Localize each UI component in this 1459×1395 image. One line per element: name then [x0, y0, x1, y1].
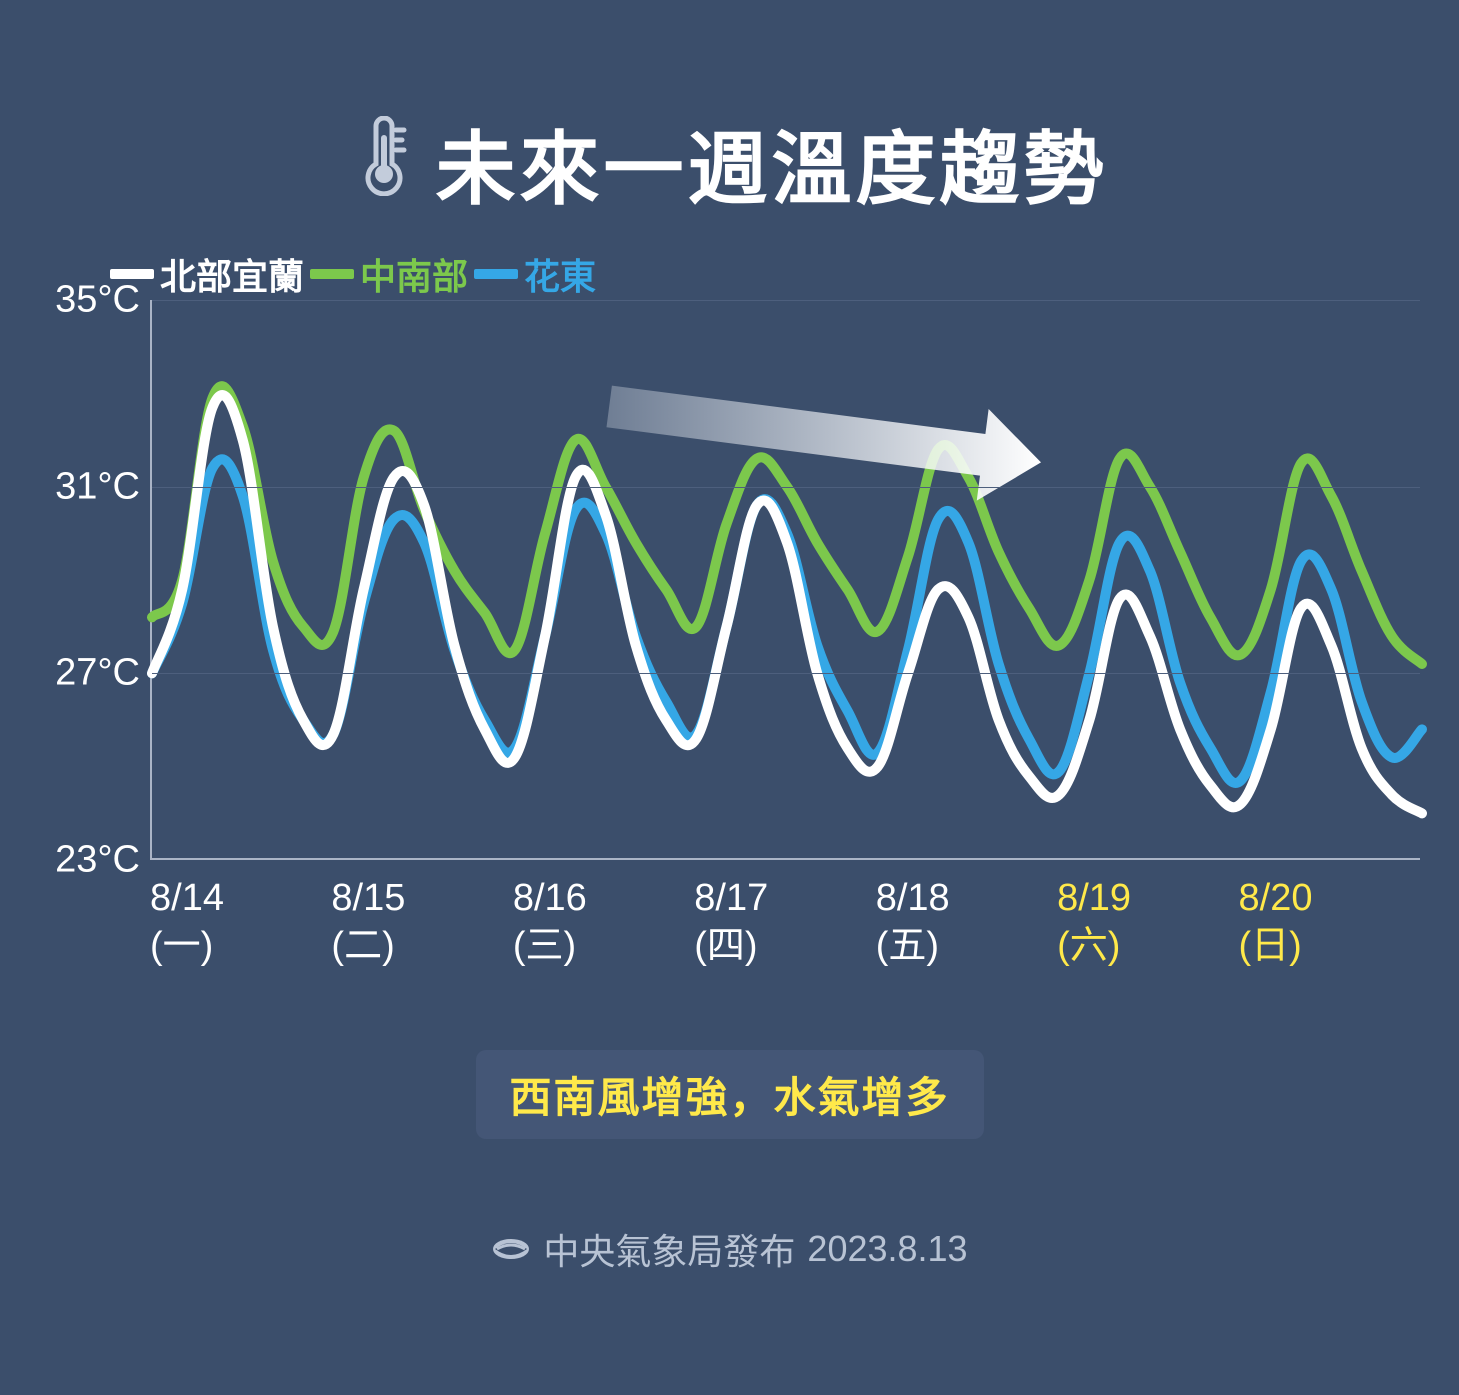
x-tick-label: 8/15(二) [331, 875, 512, 970]
footer-date: 2023.8.13 [807, 1228, 967, 1270]
cwb-logo-icon [491, 1229, 531, 1269]
legend-label: 花東 [524, 248, 596, 300]
x-tick-label: 8/17(四) [694, 875, 875, 970]
legend-swatch [110, 269, 154, 279]
thermometer-icon [352, 116, 412, 211]
page-title: 未來一週溫度趨勢 [436, 105, 1108, 221]
x-tick-label: 8/14(一) [150, 875, 331, 970]
weather-chart-card: 未來一週溫度趨勢 北部宜蘭 中南部 花東 8/14(一)8/15(二)8/16(三)… [0, 0, 1459, 1395]
legend-label: 中南部 [360, 248, 468, 300]
series-line [152, 459, 1422, 783]
title-row: 未來一週溫度趨勢 [0, 105, 1459, 221]
x-tick-label: 8/19(六) [1057, 875, 1238, 970]
legend-swatch [310, 269, 354, 279]
legend-swatch [474, 269, 518, 279]
y-tick-label: 23°C [40, 839, 140, 882]
legend: 北部宜蘭 中南部 花東 [110, 248, 596, 300]
y-tick-label: 27°C [40, 652, 140, 695]
x-tick-label: 8/20(日) [1239, 875, 1420, 970]
x-tick-label: 8/16(三) [513, 875, 694, 970]
y-tick-label: 35°C [40, 279, 140, 322]
footer-source: 中央氣象局發布 [543, 1223, 795, 1275]
x-tick-label: 8/18(五) [876, 875, 1057, 970]
chart: 8/14(一)8/15(二)8/16(三)8/17(四)8/18(五)8/19(… [40, 300, 1420, 920]
weather-note: 西南風增強，水氣增多 [475, 1050, 983, 1139]
legend-label: 北部宜蘭 [160, 248, 304, 300]
footer: 中央氣象局發布 2023.8.13 [0, 1223, 1459, 1275]
x-axis-labels: 8/14(一)8/15(二)8/16(三)8/17(四)8/18(五)8/19(… [150, 875, 1420, 970]
plot-area [150, 300, 1420, 860]
y-tick-label: 31°C [40, 465, 140, 508]
